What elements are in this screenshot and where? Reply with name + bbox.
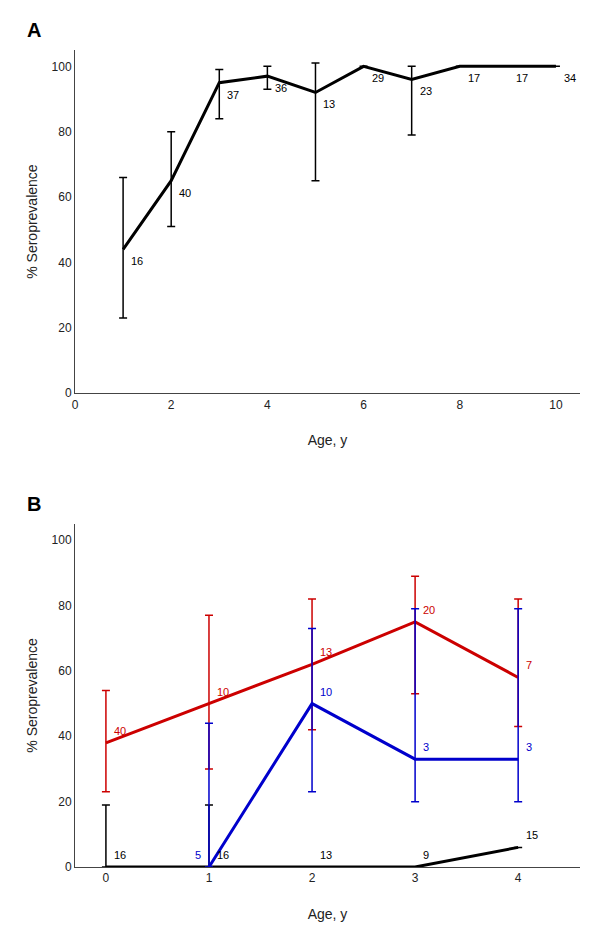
svg-text:10: 10 [320, 686, 332, 698]
svg-text:40: 40 [114, 725, 126, 737]
svg-text:15: 15 [526, 829, 538, 841]
svg-text:16: 16 [217, 849, 229, 861]
svg-text:23: 23 [420, 85, 432, 97]
svg-text:0: 0 [72, 398, 79, 412]
svg-text:2: 2 [309, 871, 316, 885]
svg-text:100: 100 [52, 60, 72, 74]
svg-text:37: 37 [227, 89, 239, 101]
svg-text:60: 60 [58, 664, 72, 678]
svg-text:29: 29 [372, 72, 384, 84]
svg-text:3: 3 [412, 871, 419, 885]
svg-text:% Seroprevalence: % Seroprevalence [24, 638, 40, 753]
svg-text:3: 3 [423, 741, 429, 753]
svg-text:5: 5 [195, 849, 201, 861]
svg-text:20: 20 [423, 604, 435, 616]
svg-text:16: 16 [131, 255, 143, 267]
svg-text:100: 100 [52, 533, 72, 547]
svg-text:9: 9 [423, 849, 429, 861]
svg-text:16: 16 [114, 849, 126, 861]
svg-text:8: 8 [456, 398, 463, 412]
svg-text:4: 4 [515, 871, 522, 885]
svg-text:40: 40 [58, 729, 72, 743]
svg-text:6: 6 [360, 398, 367, 412]
svg-text:3: 3 [526, 741, 532, 753]
svg-text:13: 13 [320, 646, 332, 658]
svg-text:7: 7 [526, 659, 532, 671]
svg-text:Age, y: Age, y [308, 432, 348, 448]
svg-text:20: 20 [58, 795, 72, 809]
svg-text:Age, y: Age, y [308, 906, 348, 922]
svg-text:10: 10 [217, 686, 229, 698]
svg-text:17: 17 [516, 72, 528, 84]
svg-text:34: 34 [564, 72, 576, 84]
svg-text:13: 13 [320, 849, 332, 861]
svg-text:0: 0 [103, 871, 110, 885]
svg-text:% Seroprevalence: % Seroprevalence [24, 164, 40, 279]
svg-text:80: 80 [58, 125, 72, 139]
svg-text:17: 17 [468, 72, 480, 84]
svg-text:80: 80 [58, 599, 72, 613]
svg-text:20: 20 [58, 321, 72, 335]
svg-text:60: 60 [58, 190, 72, 204]
svg-text:1: 1 [206, 871, 213, 885]
svg-text:B: B [27, 493, 41, 515]
svg-text:36: 36 [275, 82, 287, 94]
svg-text:40: 40 [179, 187, 191, 199]
svg-text:A: A [27, 19, 41, 41]
svg-text:40: 40 [58, 256, 72, 270]
svg-text:0: 0 [65, 860, 72, 874]
svg-text:10: 10 [549, 398, 563, 412]
svg-text:13: 13 [323, 98, 335, 110]
svg-text:2: 2 [168, 398, 175, 412]
svg-text:0: 0 [65, 386, 72, 400]
svg-text:4: 4 [264, 398, 271, 412]
